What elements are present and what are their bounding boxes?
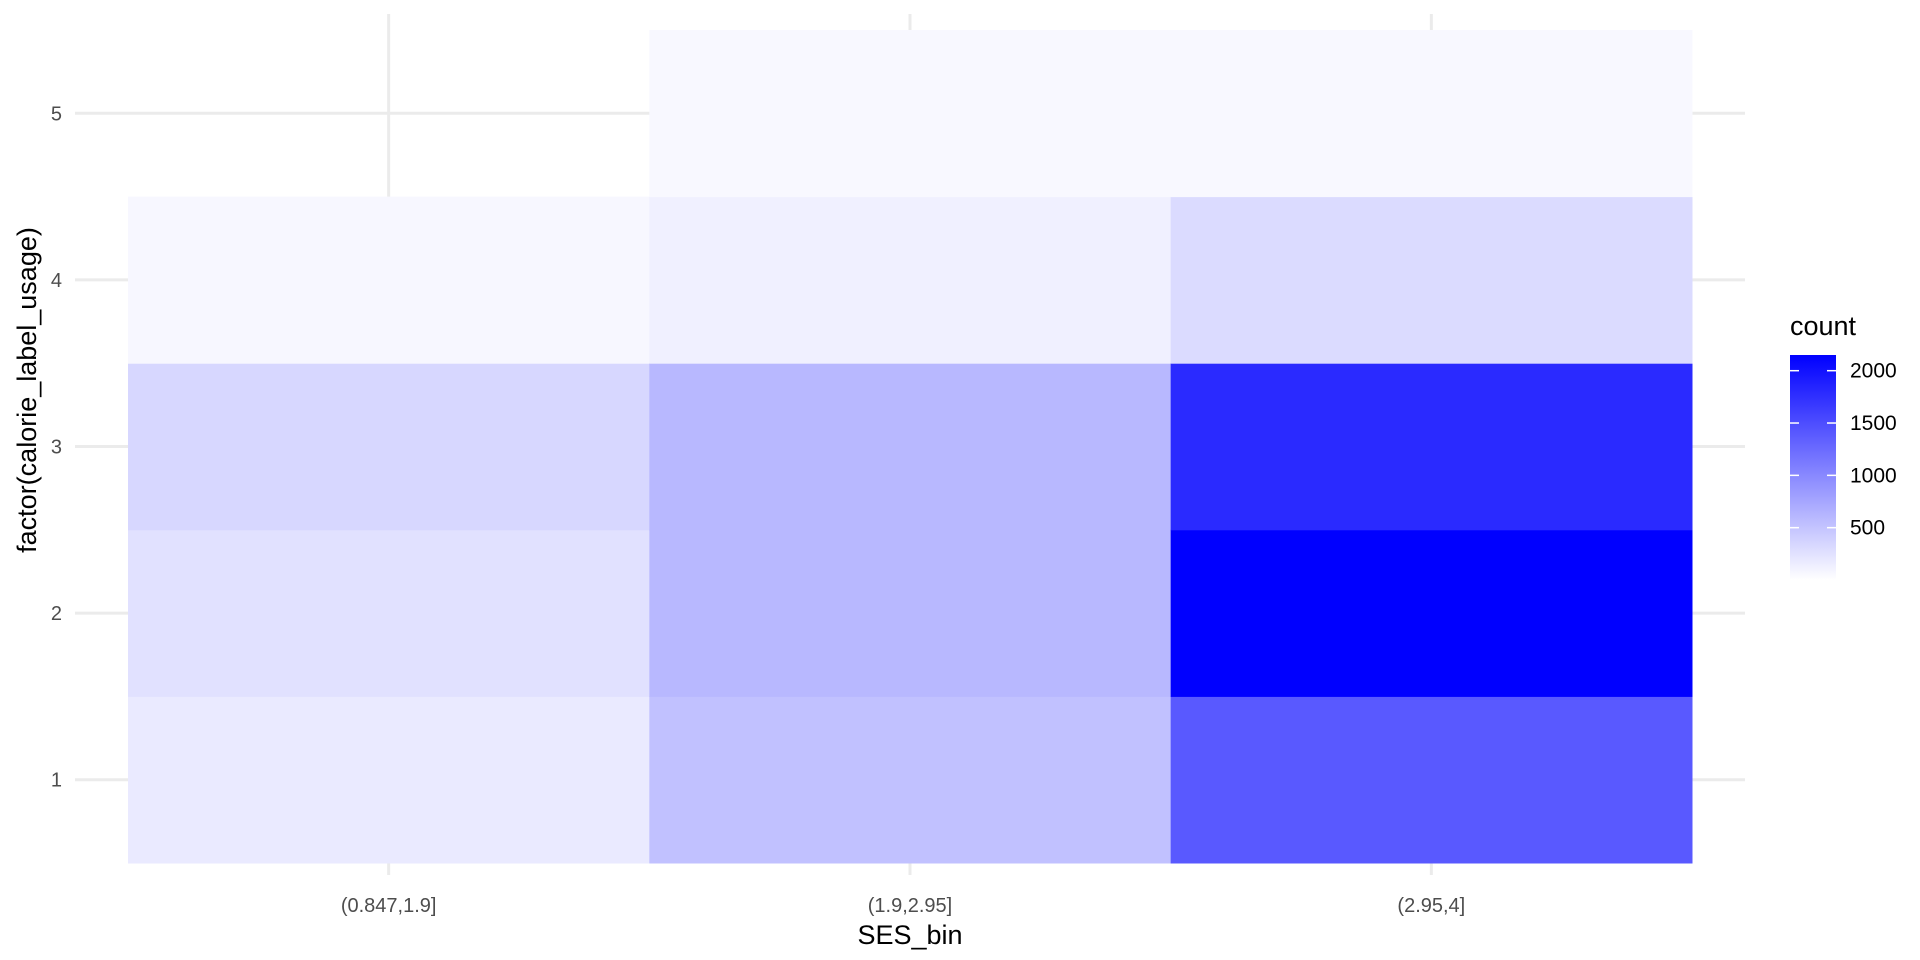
- heatmap-cell: [649, 363, 1172, 531]
- legend-tick-label: 2000: [1850, 360, 1897, 383]
- heatmap-cell: [649, 196, 1172, 364]
- heatmap-cell: [1170, 196, 1693, 364]
- y-tick-label: 3: [51, 437, 62, 459]
- heatmap-cell: [1170, 30, 1693, 198]
- y-axis-tick-labels: 1 2 3 4 5: [51, 103, 62, 791]
- heatmap-cell: [649, 696, 1172, 864]
- legend-ticks: 500 1000 1500 2000: [1790, 360, 1897, 540]
- legend-tick-label: 1000: [1850, 464, 1897, 487]
- heatmap-cell: [1170, 696, 1693, 864]
- heatmap-cell: [128, 529, 650, 697]
- legend-tick-label: 1500: [1850, 412, 1897, 435]
- x-tick-label: (2.95,4]: [1397, 895, 1465, 917]
- color-legend: count 500 1000 1500 2000: [1790, 311, 1897, 580]
- heatmap-cell: [649, 30, 1172, 198]
- y-tick-label: 1: [51, 770, 62, 792]
- heatmap-cell: [1170, 529, 1693, 697]
- y-tick-label: 5: [51, 103, 62, 125]
- x-tick-label: (0.847,1.9]: [341, 895, 437, 917]
- legend-title: count: [1790, 311, 1857, 341]
- x-tick-label: (1.9,2.95]: [868, 895, 953, 917]
- heatmap-cell: [128, 363, 650, 531]
- heatmap-cell: [649, 529, 1172, 697]
- x-axis-tick-labels: (0.847,1.9] (1.9,2.95] (2.95,4]: [341, 895, 1465, 917]
- y-tick-label: 2: [51, 603, 62, 625]
- heatmap-cells: [128, 30, 1693, 864]
- y-axis-title: factor(calorie_label_usage): [12, 227, 42, 553]
- heatmap-cell: [1170, 363, 1693, 531]
- y-tick-label: 4: [51, 270, 62, 292]
- heatmap-cell: [128, 696, 650, 864]
- legend-color-bar: [1790, 355, 1836, 580]
- heatmap-cell: [128, 196, 650, 364]
- x-axis-title: SES_bin: [857, 920, 962, 950]
- legend-tick-label: 500: [1850, 517, 1885, 540]
